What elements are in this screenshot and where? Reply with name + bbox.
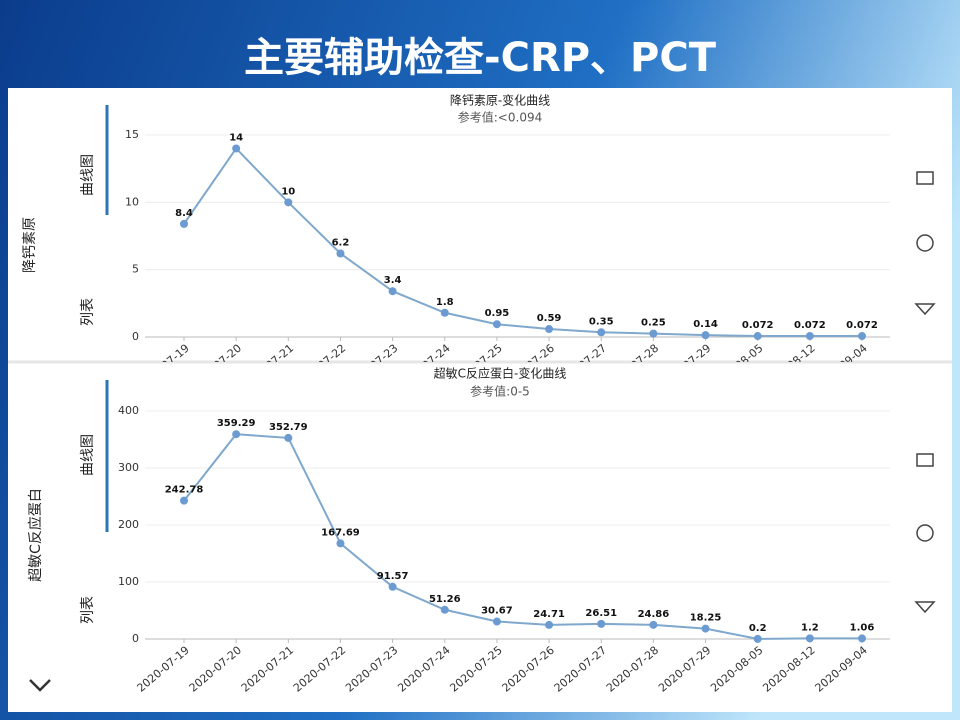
collapse-icon[interactable]	[29, 679, 51, 692]
data-label: 51.26	[429, 594, 461, 605]
point	[597, 619, 606, 628]
data-label: 0.35	[589, 316, 614, 327]
point	[649, 620, 658, 629]
point	[232, 430, 241, 439]
data-label: 1.2	[801, 622, 819, 633]
point	[753, 332, 762, 341]
point	[701, 331, 710, 340]
y-tick-label: 0	[132, 632, 139, 645]
tab[interactable]: 曲线图	[80, 434, 96, 476]
tab[interactable]: 曲线图	[80, 154, 96, 196]
data-label: 0.072	[846, 320, 878, 331]
point	[180, 219, 188, 228]
data-label: 0.25	[641, 318, 666, 329]
data-label: 0.072	[794, 320, 826, 331]
point	[284, 198, 293, 207]
data-label: 359.29	[217, 418, 256, 429]
tab[interactable]: 列表	[80, 596, 96, 624]
data-label: 24.86	[638, 609, 670, 620]
y-tick-label: 0	[132, 330, 139, 343]
data-label: 352.79	[269, 422, 308, 433]
point	[336, 539, 345, 548]
data-label: 1.8	[436, 297, 454, 308]
point	[284, 433, 293, 442]
data-label: 0.2	[749, 623, 767, 634]
point	[805, 332, 814, 341]
slide-title: 主要辅助检查-CRP、PCT	[244, 35, 717, 81]
data-label: 0.59	[537, 313, 562, 324]
point	[492, 617, 501, 626]
point	[649, 329, 658, 338]
point	[180, 496, 188, 505]
y-tick-label: 300	[118, 461, 139, 474]
nav-circle[interactable]	[916, 234, 934, 252]
chart-subtitle: 参考值:<0.094	[458, 110, 542, 125]
data-label: 8.4	[175, 208, 193, 219]
nav-triangle[interactable]	[914, 303, 936, 316]
data-label: 18.25	[690, 613, 722, 624]
point	[440, 308, 449, 317]
data-label: 0.95	[485, 308, 510, 319]
data-label: 26.51	[585, 608, 617, 619]
y-tick-label: 15	[125, 128, 139, 141]
data-label: 167.69	[321, 527, 360, 538]
nav-square[interactable]	[916, 171, 934, 185]
chart-title: 降钙素原-变化曲线	[450, 93, 550, 108]
y-tick-label: 200	[118, 518, 139, 531]
line	[183, 146, 862, 338]
data-label: 242.78	[165, 485, 204, 496]
nav-square[interactable]	[916, 453, 934, 467]
panel-label: 降钙素原	[22, 217, 38, 273]
line	[183, 433, 863, 640]
y-tick-label: 5	[132, 263, 139, 276]
panel-label: 超敏C反应蛋白	[27, 488, 44, 582]
data-label: 0.14	[693, 319, 718, 330]
point	[440, 605, 449, 614]
y-tick-label: 10	[125, 195, 139, 208]
data-label: 1.06	[850, 622, 875, 633]
point	[858, 332, 866, 341]
panel	[8, 88, 952, 712]
y-tick-label: 400	[118, 404, 139, 417]
point	[492, 320, 501, 329]
point	[388, 287, 397, 296]
tab[interactable]: 列表	[80, 298, 96, 326]
chart-subtitle: 参考值:0-5	[470, 384, 530, 399]
data-label: 6.2	[332, 238, 350, 249]
point	[336, 249, 345, 258]
data-label: 3.4	[384, 275, 402, 286]
data-label: 0.072	[742, 320, 774, 331]
data-label: 24.71	[533, 609, 565, 620]
nav-triangle[interactable]	[914, 601, 936, 614]
data-label: 14	[229, 132, 243, 143]
point	[232, 144, 241, 153]
point	[388, 582, 397, 591]
chart-title: 超敏C反应蛋白-变化曲线	[434, 366, 567, 381]
data-label: 30.67	[481, 606, 513, 617]
point	[545, 620, 554, 629]
data-label: 91.57	[377, 571, 409, 582]
point	[545, 325, 554, 334]
point	[701, 624, 710, 633]
point	[597, 328, 606, 337]
data-label: 10	[281, 186, 295, 197]
point	[858, 634, 866, 643]
y-tick-label: 100	[118, 575, 139, 588]
point	[753, 634, 762, 643]
nav-circle[interactable]	[916, 524, 934, 542]
point	[805, 634, 814, 643]
